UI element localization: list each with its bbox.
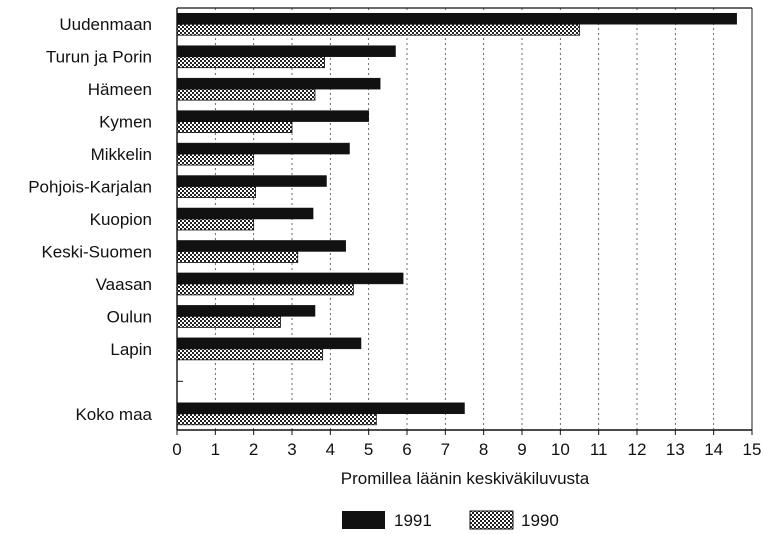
x-tick-label: 12 [628,440,647,459]
x-tick-label: 10 [551,440,570,459]
bars [176,12,737,426]
x-tick-label: 5 [364,440,373,459]
bar-1990 [176,153,255,166]
bar-1990 [176,121,293,134]
x-tick-label: 11 [590,440,608,459]
gridlines [214,8,753,430]
x-tick-label: 13 [666,440,685,459]
bar-1990 [176,23,580,36]
x-tick-label: 14 [704,440,723,459]
legend-label-1990: 1990 [521,511,559,530]
bar-1991 [176,110,369,122]
category-label: Turun ja Porin [46,48,152,67]
bar-1990 [176,251,299,263]
bar-1990 [176,315,281,328]
axes [176,7,753,435]
bar-1990 [176,283,354,296]
bar-1990 [176,56,325,69]
x-tick-label: 9 [517,440,526,459]
bar-1991 [176,175,327,187]
bar-1991 [176,12,737,25]
bar-1990 [176,413,377,426]
x-axis-label: Promillea läänin keskiväkiluvusta [341,469,590,488]
bar-1991 [176,272,404,285]
x-tick-label: 15 [743,440,762,459]
bar-1991 [176,305,316,317]
x-tick-label: 6 [402,440,411,459]
bar-1990 [176,186,256,198]
category-label: Uudenmaan [59,15,152,34]
legend: 1991 1990 [342,510,559,530]
category-label: Hämeen [88,80,152,99]
x-tick-label: 2 [249,440,258,459]
category-label: Kymen [99,113,152,132]
x-tick-label: 4 [326,440,335,459]
x-tick-label: 3 [287,440,296,459]
x-tick-label: 8 [479,440,488,459]
category-label: Oulun [107,307,152,326]
x-tick-label: 7 [441,440,450,459]
category-labels: Uudenmaan Turun ja Porin Hämeen Kymen Mikkel… [28,15,152,424]
legend-swatch-1991 [342,511,385,529]
bar-1991 [176,45,396,57]
bar-1991 [176,240,346,252]
category-label: Lapin [110,340,152,359]
bar-1991 [176,337,362,350]
legend-swatch-1990 [469,510,514,530]
category-label: Keski-Suomen [41,242,152,261]
bar-1991 [176,142,350,155]
category-label: Vaasan [96,275,152,294]
bar-1991 [176,77,381,90]
x-tick-label: 0 [172,440,181,459]
category-label: Mikkelin [91,145,152,164]
bar-1991 [176,402,465,415]
tick-labels: 0 1 2 3 4 5 6 7 8 9 10 11 12 13 14 15 [172,440,761,459]
category-label: Kuopion [90,210,152,229]
bar-1990 [176,218,255,231]
category-label: Pohjois-Karjalan [28,178,152,197]
category-label: Koko maa [75,405,152,424]
bar-1991 [176,207,314,220]
bar-1990 [176,88,316,101]
bar-1990 [176,348,324,361]
legend-label-1991: 1991 [394,511,432,530]
x-tick-label: 1 [211,440,220,459]
